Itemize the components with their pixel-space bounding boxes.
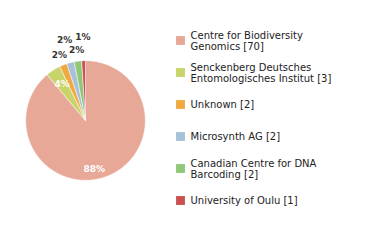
svg-text:88%: 88% — [84, 164, 106, 174]
svg-text:2%: 2% — [69, 45, 84, 55]
svg-text:University of Oulu [1]: University of Oulu [1] — [191, 195, 298, 206]
svg-text:Canadian Centre for DNABarcodi: Canadian Centre for DNABarcoding [2] — [191, 158, 317, 180]
svg-text:2%: 2% — [57, 35, 72, 45]
svg-text:Centre for BiodiversityGenomic: Centre for BiodiversityGenomics [70] — [191, 30, 304, 52]
svg-text:Microsynth AG [2]: Microsynth AG [2] — [191, 131, 281, 142]
svg-text:4%: 4% — [55, 79, 70, 89]
svg-text:Senckenberg DeutschesEntomolog: Senckenberg DeutschesEntomologisches Ins… — [191, 62, 332, 84]
svg-text:Unknown [2]: Unknown [2] — [191, 99, 255, 110]
svg-text:1%: 1% — [75, 32, 90, 42]
svg-text:2%: 2% — [52, 50, 67, 60]
